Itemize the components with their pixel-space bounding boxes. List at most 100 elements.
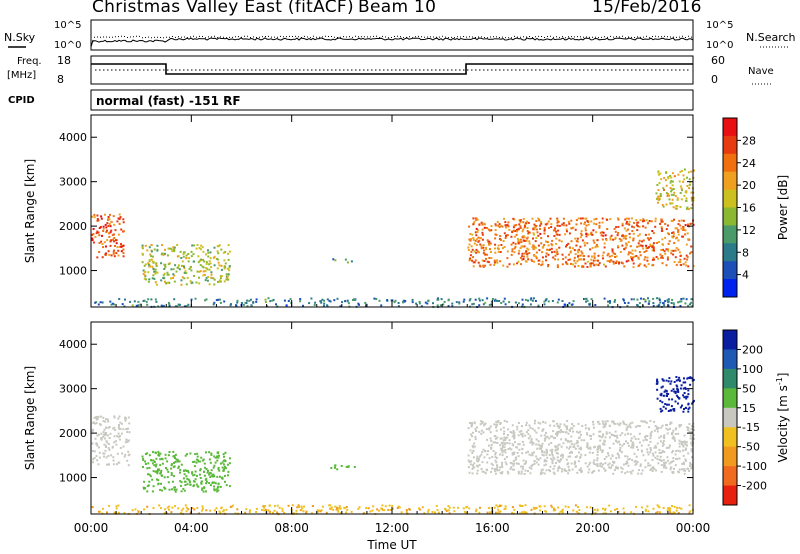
data-cell: [159, 452, 162, 455]
data-cell: [476, 231, 479, 234]
data-cell: [483, 260, 486, 262]
data-cell: [212, 256, 215, 259]
data-cell: [624, 433, 627, 436]
data-cell: [583, 298, 585, 300]
colorbar-swatch: [723, 466, 737, 487]
data-cell: [672, 231, 675, 234]
colorbar-swatch: [723, 368, 737, 389]
data-cell: [225, 508, 228, 511]
data-cell: [551, 460, 554, 463]
data-cell: [177, 303, 180, 306]
data-cell: [659, 393, 662, 396]
data-cell: [657, 462, 660, 465]
data-cell: [621, 432, 624, 435]
data-cell: [157, 305, 160, 308]
data-cell: [683, 168, 686, 171]
data-cell: [105, 226, 108, 229]
data-cell: [599, 430, 602, 433]
data-cell: [482, 303, 485, 306]
data-cell: [574, 262, 577, 265]
data-cell: [516, 262, 519, 265]
data-cell: [216, 490, 219, 493]
data-cell: [305, 512, 308, 515]
data-cell: [514, 230, 517, 232]
data-cell: [148, 278, 151, 281]
data-cell: [592, 423, 595, 426]
data-cell: [677, 402, 679, 405]
data-cell: [668, 198, 671, 201]
data-cell: [550, 442, 553, 444]
data-cell: [680, 300, 683, 303]
data-cell: [585, 506, 588, 509]
data-cell: [564, 425, 567, 428]
data-cell: [634, 437, 637, 440]
data-cell: [551, 251, 553, 254]
data-cell: [544, 510, 547, 513]
data-cell: [683, 469, 686, 472]
data-cell: [574, 447, 577, 450]
data-cell: [689, 462, 692, 464]
data-cell: [572, 247, 574, 250]
data-cell: [672, 471, 675, 474]
data-cell: [365, 303, 368, 306]
data-cell: [551, 300, 554, 302]
data-cell: [686, 206, 689, 209]
data-cell: [648, 300, 651, 303]
data-cell: [511, 231, 514, 234]
data-cell: [588, 468, 591, 471]
data-cell: [92, 228, 95, 230]
data-cell: [199, 469, 202, 472]
data-cell: [605, 431, 608, 434]
data-cell: [319, 300, 322, 303]
data-cell: [686, 232, 689, 235]
data-cell: [402, 301, 405, 304]
data-cell: [629, 251, 632, 254]
data-cell: [580, 222, 583, 225]
data-cell: [483, 471, 486, 474]
data-cell: [493, 470, 496, 473]
data-cell: [102, 416, 105, 419]
data-cell: [151, 490, 154, 493]
data-cell: [463, 298, 466, 301]
data-cell: [183, 251, 186, 254]
data-cell: [437, 511, 440, 514]
data-cell: [592, 239, 595, 242]
data-cell: [593, 255, 596, 258]
data-cell: [491, 298, 494, 300]
data-cell: [217, 280, 220, 283]
data-cell: [532, 232, 535, 235]
data-cell: [103, 241, 106, 244]
data-cell: [580, 232, 583, 235]
data-cell: [210, 474, 213, 477]
data-cell: [640, 420, 643, 423]
data-cell: [550, 223, 553, 226]
data-cell: [448, 512, 451, 515]
data-cell: [505, 456, 508, 458]
data-cell: [176, 255, 179, 258]
data-cell: [487, 240, 490, 243]
data-cell: [653, 258, 655, 261]
data-cell: [486, 511, 489, 514]
colorbar-swatch: [723, 118, 737, 137]
data-cell: [689, 303, 691, 306]
power-region-0: [91, 213, 125, 259]
data-cell: [627, 432, 629, 435]
data-cell: [490, 506, 493, 509]
data-cell: [367, 507, 370, 510]
data-cell: [679, 206, 682, 208]
data-cell: [537, 458, 540, 461]
data-cell: [341, 301, 343, 304]
data-cell: [691, 430, 694, 433]
data-cell: [187, 478, 190, 481]
data-cell: [524, 260, 527, 263]
data-cell: [220, 248, 223, 251]
data-cell: [610, 259, 613, 262]
data-cell: [500, 224, 503, 227]
data-cell: [622, 463, 625, 466]
data-cell: [478, 297, 481, 300]
data-cell: [502, 445, 504, 448]
data-cell: [117, 254, 120, 257]
data-cell: [601, 449, 604, 452]
data-cell: [688, 470, 691, 472]
data-cell: [680, 298, 683, 300]
